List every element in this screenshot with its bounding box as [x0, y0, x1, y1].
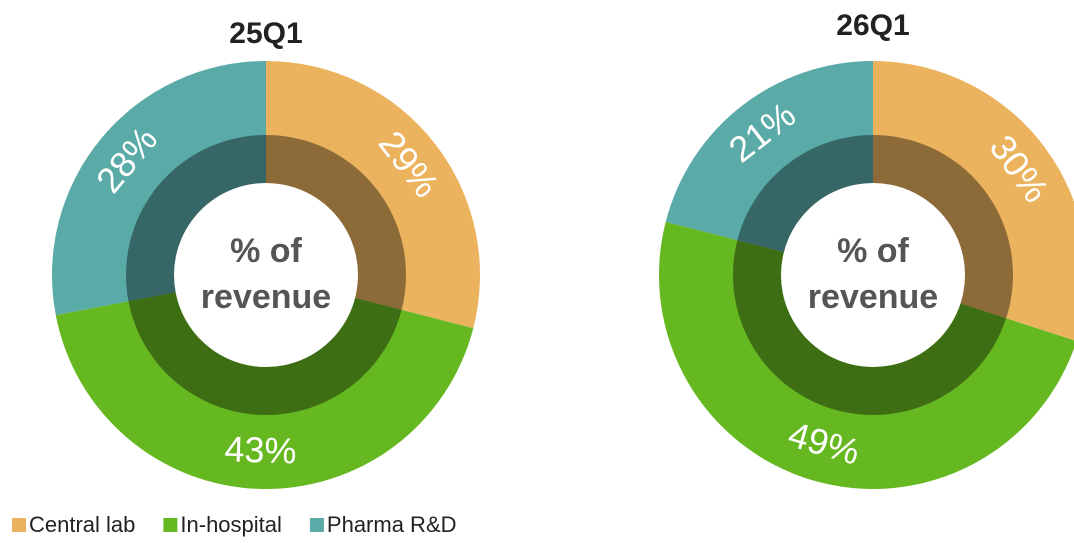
legend-label: In-hospital — [180, 512, 282, 537]
center-hole — [781, 183, 965, 367]
center-hole — [174, 183, 358, 367]
data-label: 43% — [224, 428, 297, 471]
legend-swatch — [163, 518, 178, 532]
chart-title: 26Q1 — [836, 9, 909, 42]
legend-swatch — [12, 518, 26, 532]
legend-swatch — [309, 518, 324, 532]
legend-label: Central lab — [29, 512, 135, 537]
chart-title: 25Q1 — [229, 17, 302, 50]
donut-slice — [55, 275, 474, 490]
center-label: % of revenue — [201, 232, 331, 316]
legend-label: Pharma R&D — [327, 512, 457, 537]
center-label: % of revenue — [808, 232, 938, 316]
